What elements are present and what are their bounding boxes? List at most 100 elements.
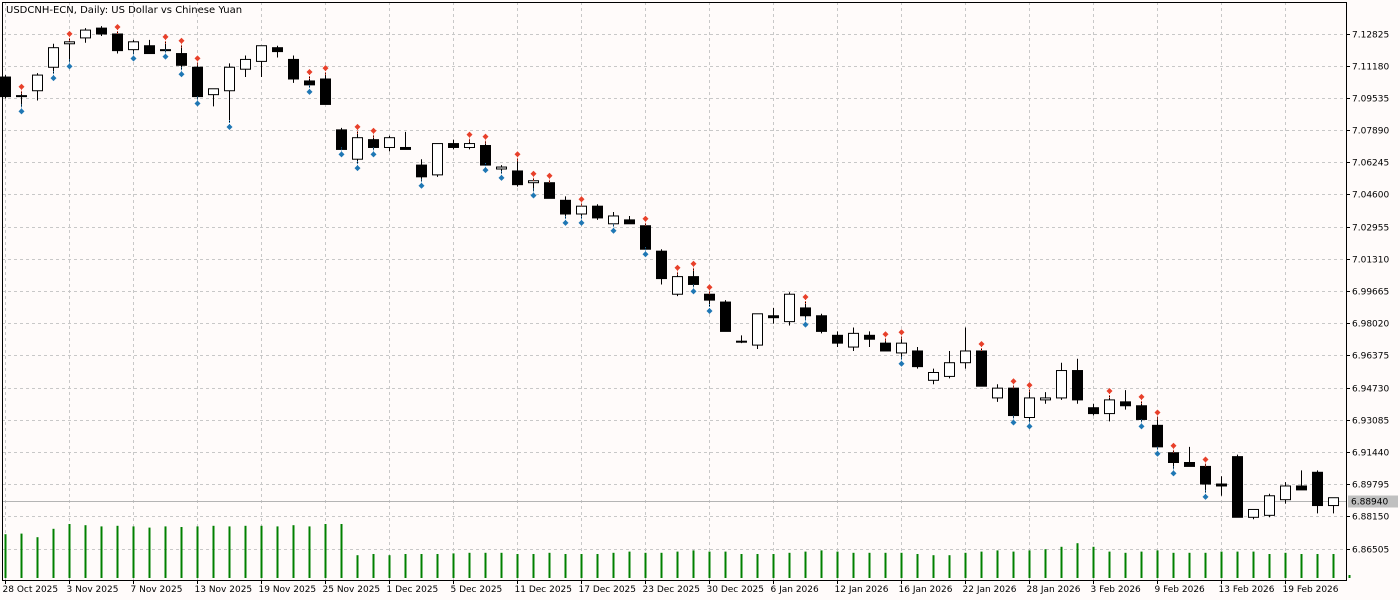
bull-candle-body xyxy=(1264,495,1275,516)
signal-down-diamond xyxy=(1138,393,1145,400)
signal-up-diamond xyxy=(178,71,185,78)
time-tick-label: 19 Nov 2025 xyxy=(259,585,317,595)
signal-marker xyxy=(674,264,681,275)
grid-lines xyxy=(2,2,1346,580)
signal-up-diamond xyxy=(498,174,505,181)
bull-candle-body xyxy=(992,387,1003,399)
bull-candle-body xyxy=(608,215,619,225)
bear-candle-body xyxy=(1152,424,1163,448)
signal-marker xyxy=(162,33,169,60)
price-tick-label: 6.89795 xyxy=(1352,481,1389,491)
signal-marker xyxy=(1026,382,1033,430)
bear-candle-body xyxy=(400,146,411,150)
bear-candle-body xyxy=(544,182,555,199)
signal-down-diamond xyxy=(882,331,889,338)
candle xyxy=(1120,390,1131,410)
signal-down-diamond xyxy=(354,123,361,130)
signal-marker xyxy=(18,83,25,115)
candle xyxy=(448,139,459,150)
bear-candle-body xyxy=(96,27,107,35)
candle xyxy=(832,331,843,348)
signal-down-diamond xyxy=(178,37,185,44)
signal-down-diamond xyxy=(578,196,585,203)
bear-candle-body xyxy=(272,47,283,53)
bear-candle-body xyxy=(1168,452,1179,464)
bear-candle-body xyxy=(1200,465,1211,485)
candle xyxy=(720,300,731,332)
candle xyxy=(592,204,603,220)
signal-marker xyxy=(642,215,649,258)
bear-candle-body xyxy=(592,205,603,219)
bull-candle-body xyxy=(1328,497,1339,507)
signal-down-diamond xyxy=(690,260,697,267)
candle xyxy=(480,141,491,166)
signal-up-diamond xyxy=(130,55,137,62)
candle xyxy=(960,327,971,369)
volume-histogram xyxy=(4,524,1351,578)
signal-marker xyxy=(130,51,137,62)
signal-marker xyxy=(578,196,585,226)
time-tick-label: 7 Nov 2025 xyxy=(131,585,183,595)
bull-candle-body xyxy=(1040,397,1051,401)
signal-down-diamond xyxy=(1010,378,1017,385)
price-tick-label: 6.98020 xyxy=(1352,320,1389,330)
candle xyxy=(112,32,123,54)
bull-candle-body xyxy=(64,41,75,45)
bear-candle-body xyxy=(1072,370,1083,401)
bear-candle-body xyxy=(656,250,667,280)
signal-down-diamond xyxy=(978,341,985,348)
candle xyxy=(336,127,347,150)
signal-down-diamond xyxy=(66,30,73,37)
candle xyxy=(1232,454,1243,518)
candle xyxy=(1184,446,1195,467)
bear-candle-body xyxy=(1232,456,1243,518)
candle xyxy=(96,26,107,36)
signal-marker xyxy=(882,331,889,342)
candle xyxy=(272,45,283,58)
candle xyxy=(512,159,523,187)
signal-marker xyxy=(354,123,361,172)
signal-down-diamond xyxy=(370,127,377,134)
candle xyxy=(1040,392,1051,404)
bear-candle-body xyxy=(832,334,843,344)
time-tick-label: 28 Jan 2026 xyxy=(1027,585,1081,595)
signal-up-diamond xyxy=(706,307,713,314)
candles xyxy=(0,26,1339,520)
signal-up-diamond xyxy=(898,360,905,367)
signal-up-diamond xyxy=(610,227,617,234)
bull-candle-body xyxy=(48,47,59,68)
signal-up-diamond xyxy=(66,63,73,70)
price-tick-label: 6.93085 xyxy=(1352,417,1389,427)
signal-up-diamond xyxy=(562,219,569,226)
candle xyxy=(224,63,235,123)
time-tick-label: 23 Dec 2025 xyxy=(643,585,701,595)
signal-up-diamond xyxy=(802,321,809,328)
signal-marker xyxy=(898,329,905,367)
signal-up-diamond xyxy=(1170,470,1177,477)
candle xyxy=(352,131,363,164)
candle xyxy=(1264,493,1275,518)
bear-candle-body xyxy=(1088,407,1099,415)
signal-up-diamond xyxy=(1202,493,1209,500)
bear-candle-body xyxy=(416,164,427,178)
price-tick-label: 6.94730 xyxy=(1352,385,1389,395)
candle xyxy=(768,307,779,324)
candle xyxy=(1312,470,1323,514)
signal-down-diamond xyxy=(1154,409,1161,416)
time-tick-label: 5 Dec 2025 xyxy=(451,585,503,595)
signal-marker xyxy=(530,170,537,199)
candle xyxy=(32,73,43,101)
candle xyxy=(912,347,923,369)
bull-candle-body xyxy=(240,58,251,70)
price-tick-label: 6.96375 xyxy=(1352,352,1389,362)
candle xyxy=(1216,476,1227,496)
candle xyxy=(1056,362,1067,400)
candle xyxy=(976,349,987,387)
candle xyxy=(1280,482,1291,504)
bear-candle-body xyxy=(144,45,155,55)
bear-candle-body xyxy=(976,350,987,387)
signal-up-diamond xyxy=(642,251,649,258)
